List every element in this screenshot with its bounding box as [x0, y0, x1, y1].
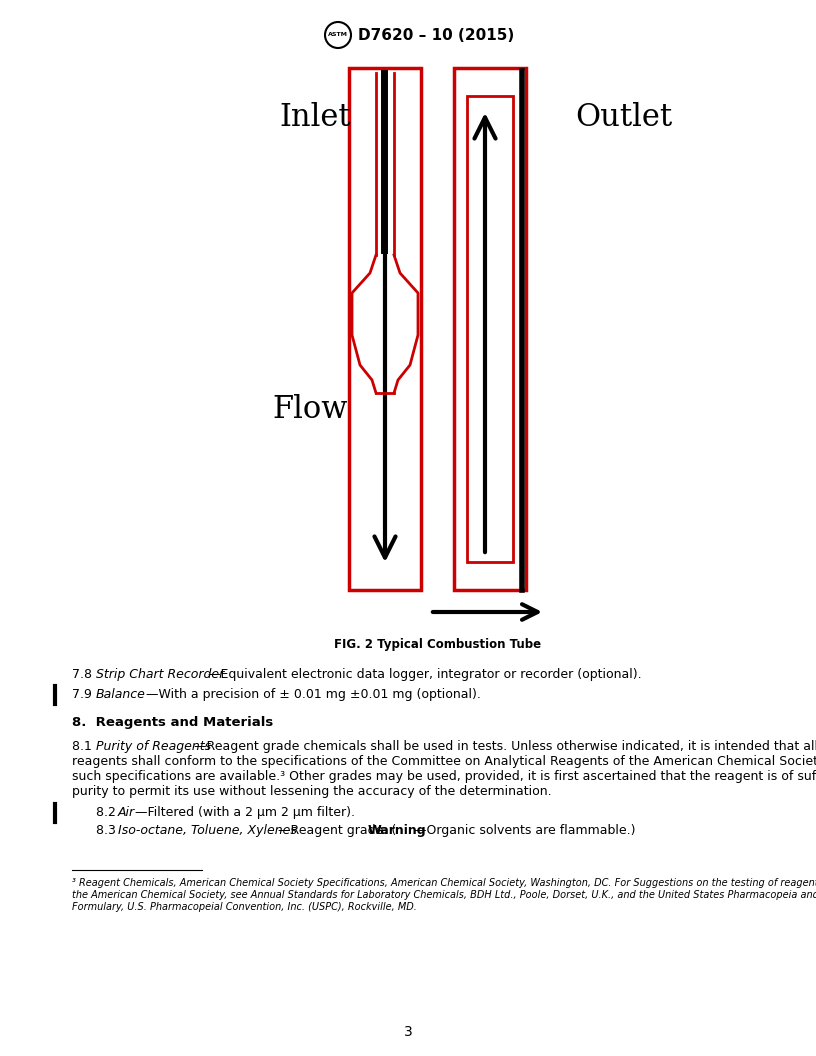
- Text: —Organic solvents are flammable.): —Organic solvents are flammable.): [414, 824, 636, 837]
- Text: 8.3: 8.3: [96, 824, 124, 837]
- Text: Balance: Balance: [96, 689, 146, 701]
- Text: Flow: Flow: [273, 395, 348, 426]
- Text: —Equivalent electronic data logger, integrator or recorder (optional).: —Equivalent electronic data logger, inte…: [208, 668, 641, 681]
- Text: —Reagent grade chemicals shall be used in tests. Unless otherwise indicated, it : —Reagent grade chemicals shall be used i…: [194, 740, 816, 753]
- Text: D7620 – 10 (2015): D7620 – 10 (2015): [358, 27, 514, 42]
- Text: —With a precision of ± 0.01 mg ±0.01 mg (optional).: —With a precision of ± 0.01 mg ±0.01 mg …: [146, 689, 481, 701]
- Text: Strip Chart Recorder: Strip Chart Recorder: [96, 668, 224, 681]
- Text: Air: Air: [118, 806, 135, 819]
- Bar: [349, 68, 421, 590]
- Text: FIG. 2 Typical Combustion Tube: FIG. 2 Typical Combustion Tube: [335, 638, 542, 650]
- Text: 8.2: 8.2: [96, 806, 124, 819]
- Text: Iso-octane, Toluene, Xylenes: Iso-octane, Toluene, Xylenes: [118, 824, 297, 837]
- Text: such specifications are available.³ Other grades may be used, provided, it is fi: such specifications are available.³ Othe…: [72, 770, 816, 782]
- Text: ASTM: ASTM: [328, 33, 348, 38]
- Text: 3: 3: [404, 1025, 412, 1039]
- Bar: [467, 96, 513, 562]
- Text: 8.  Reagents and Materials: 8. Reagents and Materials: [72, 716, 273, 729]
- Text: 8.1: 8.1: [72, 740, 100, 753]
- Text: Outlet: Outlet: [575, 102, 672, 133]
- Text: —Filtered (with a 2 μm 2 μm filter).: —Filtered (with a 2 μm 2 μm filter).: [135, 806, 355, 819]
- Text: reagents shall conform to the specifications of the Committee on Analytical Reag: reagents shall conform to the specificat…: [72, 755, 816, 768]
- Text: —Reagent grade. (: —Reagent grade. (: [278, 824, 397, 837]
- Text: the American Chemical Society, see Annual Standards for Laboratory Chemicals, BD: the American Chemical Society, see Annua…: [72, 890, 816, 900]
- Text: ³ Reagent Chemicals, American Chemical Society Specifications, American Chemical: ³ Reagent Chemicals, American Chemical S…: [72, 878, 816, 888]
- Text: 7.9: 7.9: [72, 689, 100, 701]
- Text: Formulary, U.S. Pharmacopeial Convention, Inc. (USPC), Rockville, MD.: Formulary, U.S. Pharmacopeial Convention…: [72, 902, 417, 912]
- Text: Inlet: Inlet: [279, 102, 351, 133]
- Text: purity to permit its use without lessening the accuracy of the determination.: purity to permit its use without lesseni…: [72, 785, 552, 798]
- Text: Purity of Reagents: Purity of Reagents: [96, 740, 211, 753]
- Text: 7.8: 7.8: [72, 668, 100, 681]
- Text: Warning: Warning: [368, 824, 427, 837]
- Bar: [454, 68, 526, 590]
